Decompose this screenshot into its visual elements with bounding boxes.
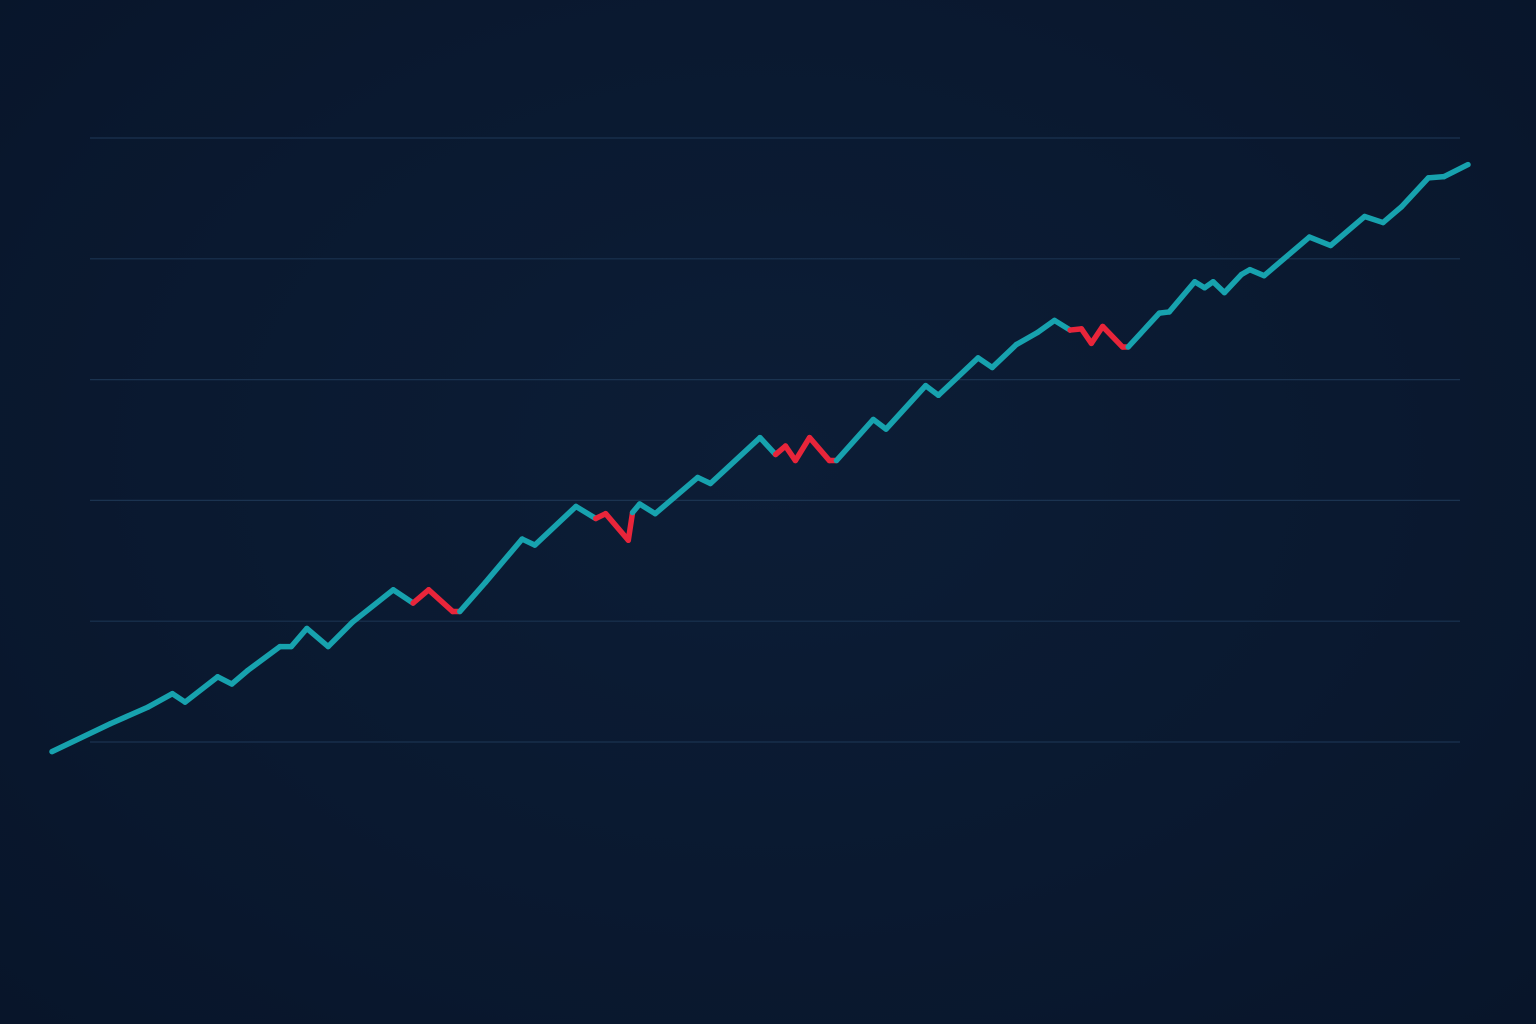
line-segment-up — [229, 667, 251, 687]
line-segment-down — [425, 587, 456, 615]
line-segment-up — [989, 341, 1020, 371]
line-segment-up — [707, 434, 763, 487]
gridlines — [90, 137, 1460, 743]
line-segment-up — [1166, 279, 1198, 315]
line-segment-up — [182, 674, 221, 705]
line-segment-up — [935, 355, 981, 399]
line-segment-up — [1051, 317, 1073, 333]
line-segment-up — [833, 416, 877, 464]
line-segment-up — [1221, 271, 1245, 296]
line-segment-up — [1380, 204, 1405, 226]
line-segment-up — [304, 625, 331, 650]
line-segment-up — [1361, 213, 1386, 226]
line-segment-up — [288, 625, 310, 650]
line-segment-down — [602, 510, 632, 544]
line-segment-up — [975, 355, 995, 371]
line-segment-up — [1441, 161, 1471, 180]
line-segment-down — [625, 509, 636, 544]
line-segment-up — [1125, 310, 1163, 350]
line-segment-up — [636, 501, 658, 517]
line-segment-up — [652, 474, 701, 517]
line-segment-up — [1034, 317, 1058, 336]
line-segment-up — [145, 690, 176, 710]
line-segment-up — [390, 587, 416, 606]
price-series — [49, 161, 1471, 755]
line-segment-up — [482, 536, 525, 586]
line-segment-down — [1099, 323, 1126, 350]
line-segment-up — [325, 619, 355, 650]
line-segment-up — [1398, 175, 1432, 210]
line-segment-up — [757, 434, 779, 458]
line-segment-up — [1013, 329, 1041, 348]
line-segment-up — [457, 579, 489, 615]
line-segment-up — [573, 503, 599, 522]
line-segment-up — [532, 503, 579, 548]
line-segment-down — [806, 434, 833, 464]
line-segment-down — [792, 434, 813, 464]
line-segment-up — [1306, 234, 1334, 249]
line-segment-down — [410, 587, 432, 606]
line-segment-up — [1327, 213, 1368, 249]
line-segment-down — [1088, 323, 1106, 347]
line-segment-up — [883, 382, 929, 432]
line-segment-up — [49, 721, 113, 755]
line-segment-up — [244, 643, 283, 674]
line-segment-up — [1261, 234, 1313, 279]
line-segment-up — [107, 704, 152, 727]
line-segment-up — [349, 587, 397, 626]
